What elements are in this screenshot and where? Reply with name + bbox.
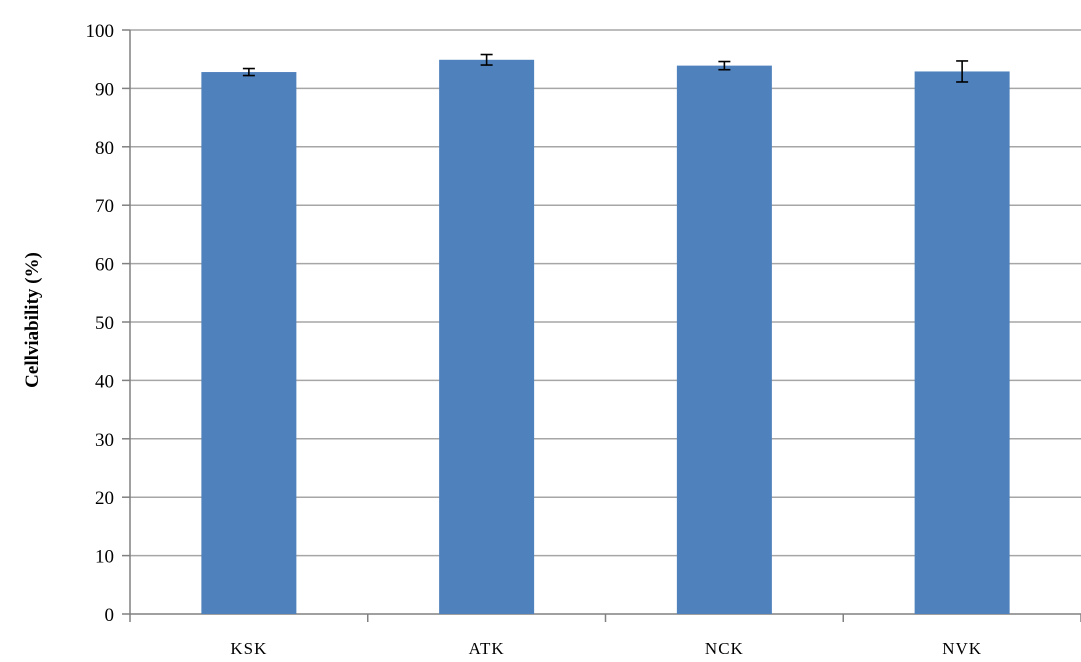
x-category-label: NCK xyxy=(705,639,744,658)
error-bars xyxy=(242,53,969,83)
bar-nck xyxy=(676,65,772,614)
bar-atk xyxy=(439,59,535,615)
y-axis-title: Cellviability (%) xyxy=(22,252,43,388)
y-tick-label: 70 xyxy=(95,196,114,217)
y-tick-label: 100 xyxy=(86,21,115,42)
y-tick-label: 50 xyxy=(95,313,114,334)
bars xyxy=(201,59,1010,615)
x-category-label: ATK xyxy=(469,639,505,658)
labels: 0 10 20 30 40 50 60 70 80 90 100 KSK ATK NCK NVK xyxy=(86,21,982,658)
x-category-label: NVK xyxy=(942,639,982,658)
y-tick-label: 30 xyxy=(95,430,114,451)
y-tick-label: 40 xyxy=(95,371,114,392)
y-tick-label: 90 xyxy=(95,79,114,100)
x-category-label: KSK xyxy=(230,639,267,658)
y-tick-label: 0 xyxy=(105,605,115,626)
bar-ksk xyxy=(201,72,297,615)
y-tick-label: 20 xyxy=(95,488,114,509)
y-tick-label: 10 xyxy=(95,547,114,568)
bar-nvk xyxy=(914,71,1010,615)
y-tick-label: 80 xyxy=(95,138,114,159)
y-tick-label: 60 xyxy=(95,255,114,276)
